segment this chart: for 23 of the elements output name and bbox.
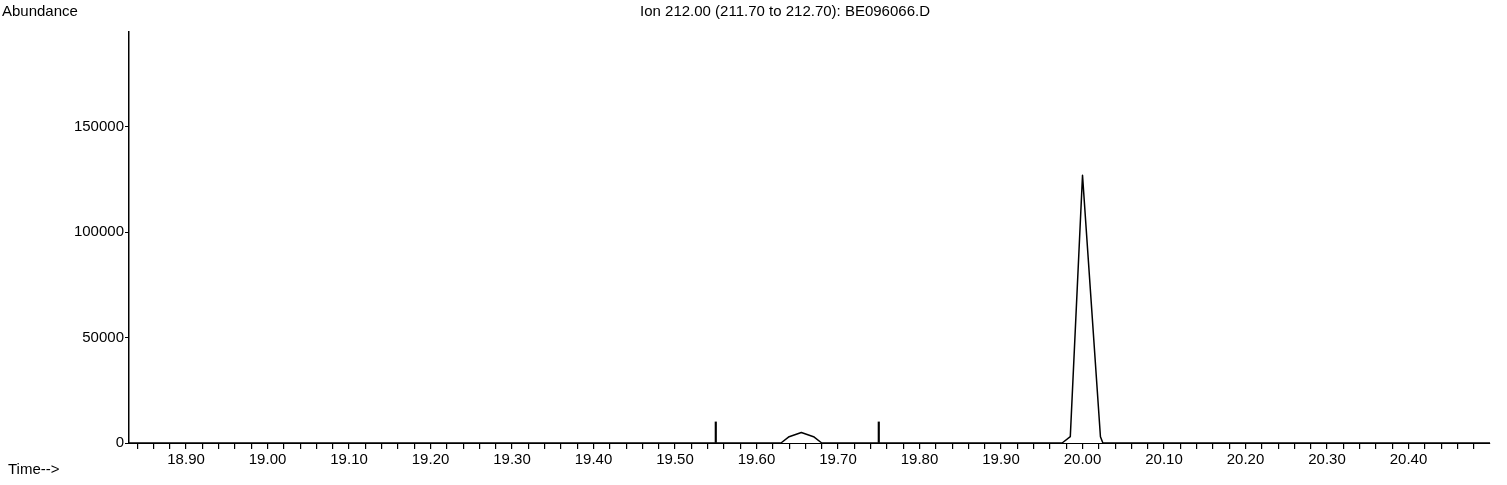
y-tick-label: 150000 <box>73 116 124 134</box>
x-tick-label: 19.50 <box>656 450 694 468</box>
y-axis-title: Abundance <box>2 2 78 19</box>
y-tick-label: 100000 <box>73 222 124 240</box>
x-tick-label: 19.30 <box>493 450 531 468</box>
x-tick-label: 19.10 <box>330 450 368 468</box>
x-tick-label: 19.00 <box>248 450 287 468</box>
x-axis-title: Time--> <box>8 460 60 477</box>
x-tick-label: 20.10 <box>1145 450 1183 468</box>
y-tick-label: 0 <box>115 433 124 451</box>
x-tick-label: 19.90 <box>982 450 1020 468</box>
x-tick-label: 19.20 <box>411 450 450 468</box>
x-tick-label: 20.40 <box>1389 450 1428 468</box>
x-tick-label: 20.20 <box>1226 450 1265 468</box>
chart-title: Ion 212.00 (211.70 to 212.70): BE096066.D <box>640 2 930 19</box>
y-tick-label: 50000 <box>82 327 124 345</box>
x-tick-label: 19.40 <box>574 450 613 468</box>
x-tick-label: 19.70 <box>819 450 857 468</box>
x-tick-label: 19.60 <box>737 450 776 468</box>
x-tick-label: 20.30 <box>1308 450 1346 468</box>
x-tick-label: 18.90 <box>167 450 205 468</box>
x-tick-label: 19.80 <box>900 450 939 468</box>
x-tick-label: 20.00 <box>1063 450 1102 468</box>
